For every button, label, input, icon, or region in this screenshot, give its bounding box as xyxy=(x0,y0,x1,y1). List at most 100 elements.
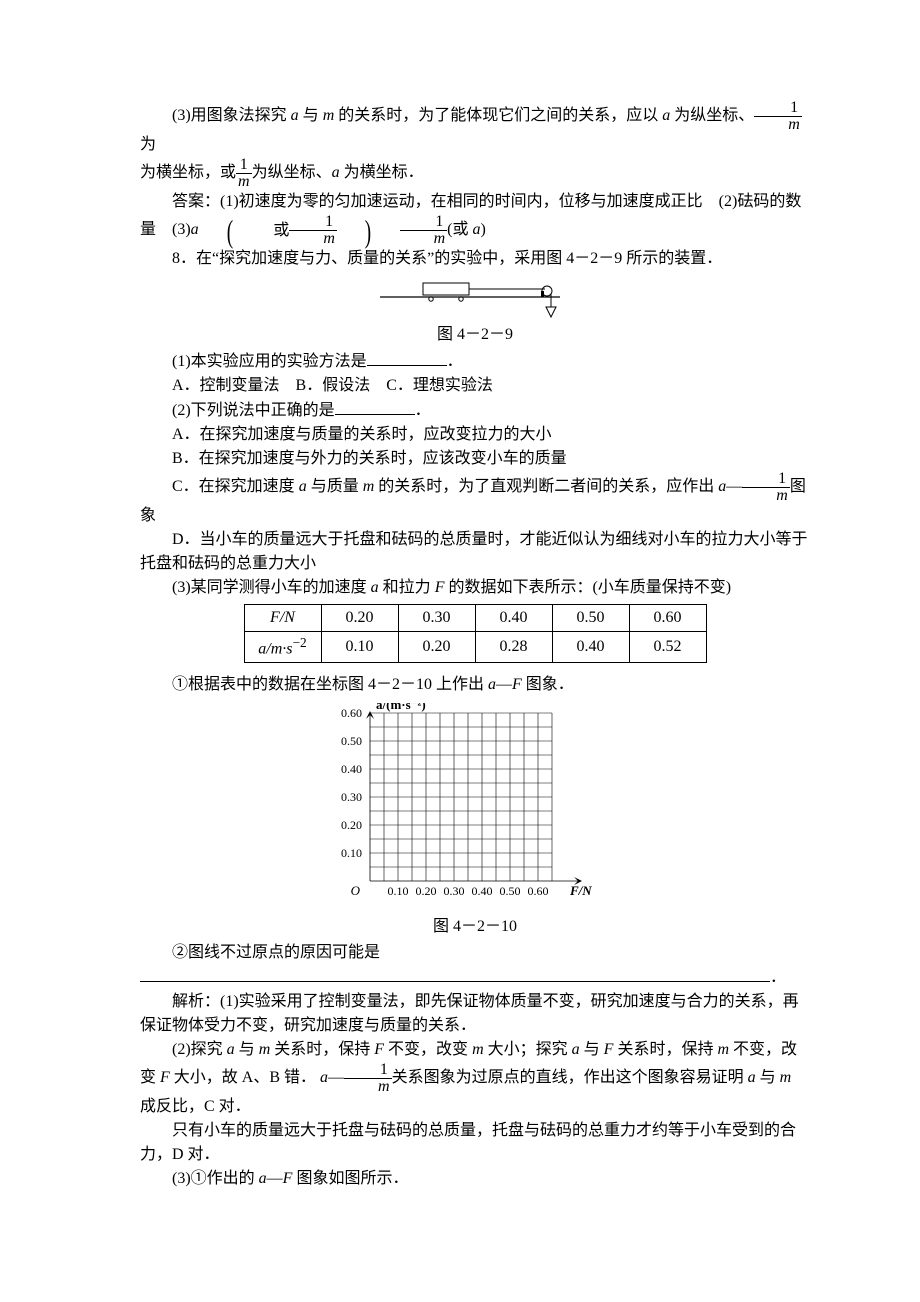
var-m: m xyxy=(259,1041,271,1058)
var-a: a xyxy=(299,478,307,495)
frac-1-over-m: 1m xyxy=(400,214,448,247)
svg-text:0.40: 0.40 xyxy=(472,884,493,898)
denominator: m xyxy=(400,230,448,247)
fill-blank-long[interactable] xyxy=(140,965,770,982)
left-paren: ( xyxy=(207,215,233,247)
answer-line: 答案：(1)初速度为零的匀加速运动，在相同的时间内，位移与加速度成正比 (2)砝… xyxy=(140,190,810,247)
text: ． xyxy=(415,402,431,419)
cell: 0.52 xyxy=(629,632,706,663)
var-a: a xyxy=(227,1041,235,1058)
text: 与 xyxy=(756,1070,780,1087)
text: ． xyxy=(770,969,786,986)
q8-1-options: A．控制变量法 B．假设法 C．理想实验法 xyxy=(140,374,810,398)
text: (3)①作出的 xyxy=(172,1170,259,1187)
analysis-4: (3)①作出的 a—F 图象如图所示． xyxy=(140,1167,810,1191)
text: ②图线不过原点的原因可能是 xyxy=(172,944,380,961)
var-a: a xyxy=(320,1070,328,1087)
text: ) xyxy=(480,221,485,238)
text: 或 xyxy=(241,219,289,243)
svg-text:0.20: 0.20 xyxy=(341,818,362,832)
q8-1: (1)本实验应用的实验方法是． xyxy=(140,349,810,374)
var-m: m xyxy=(323,107,335,124)
cell: 0.28 xyxy=(475,632,552,663)
text: (3)用图象法探究 xyxy=(172,107,291,124)
svg-text:O: O xyxy=(351,883,361,898)
var-a: a xyxy=(332,164,340,181)
numerator: 1 xyxy=(236,157,252,173)
var-m: m xyxy=(780,1070,792,1087)
svg-text:0.50: 0.50 xyxy=(341,734,362,748)
text: 解析：(1)实验采用了控制变量法，即先保证物体质量不变，研究加速度与合力的关系，… xyxy=(140,993,799,1034)
cell: 0.40 xyxy=(475,605,552,632)
text: D．当小车的质量远大于托盘和砝码的总质量时，才能近似认为细线对小车的拉力大小等于… xyxy=(140,531,808,572)
svg-text:0.50: 0.50 xyxy=(500,884,521,898)
text: (2)探究 xyxy=(172,1041,227,1058)
text: 与质量 xyxy=(307,478,363,495)
q8-3-1: ①根据表中的数据在坐标图 4－2－10 上作出 a—F 图象． xyxy=(140,673,810,697)
figure-apparatus: 图 4－2－9 xyxy=(140,277,810,347)
numerator: 1 xyxy=(400,214,448,230)
cell: 0.60 xyxy=(629,605,706,632)
fill-blank[interactable] xyxy=(335,398,415,415)
var-m: m xyxy=(472,1041,484,1058)
opt-b: B．在探究加速度与外力的关系时，应该改变小车的质量 xyxy=(140,447,810,471)
numerator: 1 xyxy=(289,214,337,230)
cell: 0.40 xyxy=(552,632,629,663)
text: 的数据如下表所示：(小车质量保持不变) xyxy=(444,579,731,596)
grid-svg: 0.10 0.20 0.30 0.40 0.50 0.60 0.10 0.20 … xyxy=(310,703,640,913)
q8-2: (2)下列说法中正确的是 ． xyxy=(140,398,810,423)
text: 关系时，保持 xyxy=(613,1041,717,1058)
svg-text:0.20: 0.20 xyxy=(416,884,437,898)
table-row: F/N 0.20 0.30 0.40 0.50 0.60 xyxy=(244,605,706,632)
paragraph-3-prefix: (3)用图象法探究 a 与 m 的关系时，为了能体现它们之间的关系，应以 a 为… xyxy=(140,100,810,157)
text: — xyxy=(328,1070,344,1087)
opt-a: A．在探究加速度与质量的关系时，应改变拉力的大小 xyxy=(140,423,810,447)
text: 的关系时，为了直观判断二者间的关系，应作出 xyxy=(374,478,718,495)
text: 只有小车的质量远大于托盘与砝码的总质量，托盘与砝码的总重力才约等于小车受到的合力… xyxy=(140,1122,796,1163)
frac-1-over-m: 1m xyxy=(742,471,790,504)
cell: 0.50 xyxy=(552,605,629,632)
text: 图象． xyxy=(522,676,574,693)
svg-text:0.40: 0.40 xyxy=(341,762,362,776)
frac-1-over-m: 1m xyxy=(344,1062,392,1095)
var-a: a xyxy=(259,1170,267,1187)
text: — xyxy=(496,676,512,693)
svg-text:0.10: 0.10 xyxy=(388,884,409,898)
apparatus-svg xyxy=(375,277,575,321)
denominator: m xyxy=(742,487,790,504)
fill-blank[interactable] xyxy=(367,349,447,366)
cell: 0.20 xyxy=(321,605,398,632)
text: (2)下列说法中正确的是 xyxy=(172,402,335,419)
figure-caption-1: 图 4－2－9 xyxy=(140,323,810,347)
text: A．控制变量法 B．假设法 C．理想实验法 xyxy=(172,377,493,394)
text: A．在探究加速度与质量的关系时，应改变拉力的大小 xyxy=(172,426,552,443)
paren-group: (或1m) xyxy=(199,214,380,247)
denominator: m xyxy=(344,1078,392,1095)
text: 为 xyxy=(140,136,156,153)
var-a: a xyxy=(291,107,299,124)
paragraph-3-cont: 为横坐标，或1m为纵坐标、a 为横坐标． xyxy=(140,157,810,190)
text: 与 xyxy=(580,1041,604,1058)
var-a: a xyxy=(572,1041,580,1058)
text: 为横坐标． xyxy=(340,164,424,181)
var-m: m xyxy=(717,1041,729,1058)
col-header-a: a/m·s−2 xyxy=(244,632,321,663)
text: — xyxy=(726,478,742,495)
data-table: F/N 0.20 0.30 0.40 0.50 0.60 a/m·s−2 0.1… xyxy=(244,604,707,663)
text: (1)本实验应用的实验方法是 xyxy=(172,353,367,370)
svg-text:a/(m·s⁻²): a/(m·s⁻²) xyxy=(376,703,426,712)
frac-1-over-m: 1m xyxy=(289,214,337,247)
var-m: m xyxy=(363,478,375,495)
question-8: 8．在“探究加速度与力、质量的关系”的实验中，采用图 4－2－9 所示的装置． xyxy=(140,247,810,271)
svg-text:F/N: F/N xyxy=(569,883,592,898)
svg-text:0.30: 0.30 xyxy=(444,884,465,898)
q8-3-2: ②图线不过原点的原因可能是 xyxy=(140,941,810,965)
text: 成反比，C 对． xyxy=(140,1098,251,1115)
frac-1-over-m: 1m xyxy=(236,157,252,190)
var-F: F xyxy=(435,579,445,596)
cell: 0.30 xyxy=(398,605,475,632)
text: 大小，故 A、B 错． xyxy=(170,1070,316,1087)
var-F: F xyxy=(604,1041,614,1058)
var-a: a xyxy=(371,579,379,596)
denominator: m xyxy=(754,116,802,133)
